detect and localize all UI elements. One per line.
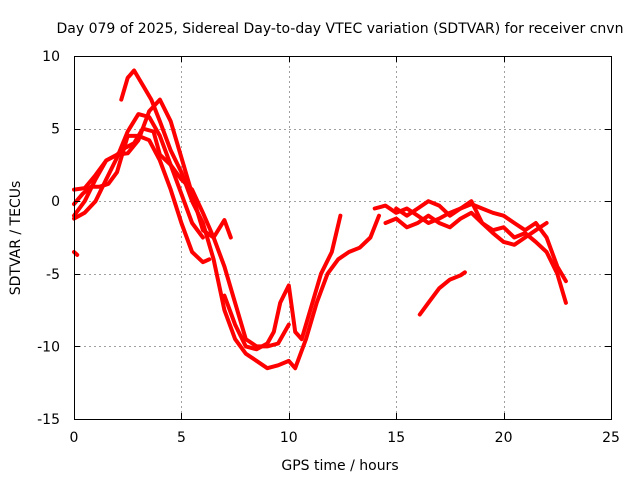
data-series [72,68,568,371]
y-tick-label: 10 [42,49,60,65]
x-tick-label: 0 [70,430,79,446]
series-track-3 [72,133,212,265]
series-track-6 [222,213,343,352]
axis-ticks: 0 5 10 15 20 25 -15 -10 -5 0 5 10 [37,49,620,446]
y-tick-label: -10 [37,339,60,355]
y-tick-label: -5 [46,267,60,283]
series-track-2 [72,112,205,240]
series-track-4 [72,126,291,349]
x-tick-label: 20 [495,430,513,446]
y-tick-label: 0 [51,194,60,210]
y-tick-label: -15 [37,412,60,428]
plot-frame [74,56,612,420]
y-axis-label: SDTVAR / TECUs [8,181,24,296]
series-track-8 [383,210,568,305]
x-tick-label: 15 [387,430,405,446]
series-track-9 [394,199,549,247]
x-tick-label: 25 [602,430,620,446]
series-track-5 [119,68,381,371]
x-axis-label: GPS time / hours [281,458,398,474]
x-tick-label: 5 [177,430,186,446]
series-track-10 [417,270,467,317]
chart-title: Day 079 of 2025, Sidereal Day-to-day VTE… [57,21,624,37]
grid-lines [74,56,611,419]
y-tick-label: 5 [51,122,60,138]
x-tick-label: 10 [280,430,298,446]
